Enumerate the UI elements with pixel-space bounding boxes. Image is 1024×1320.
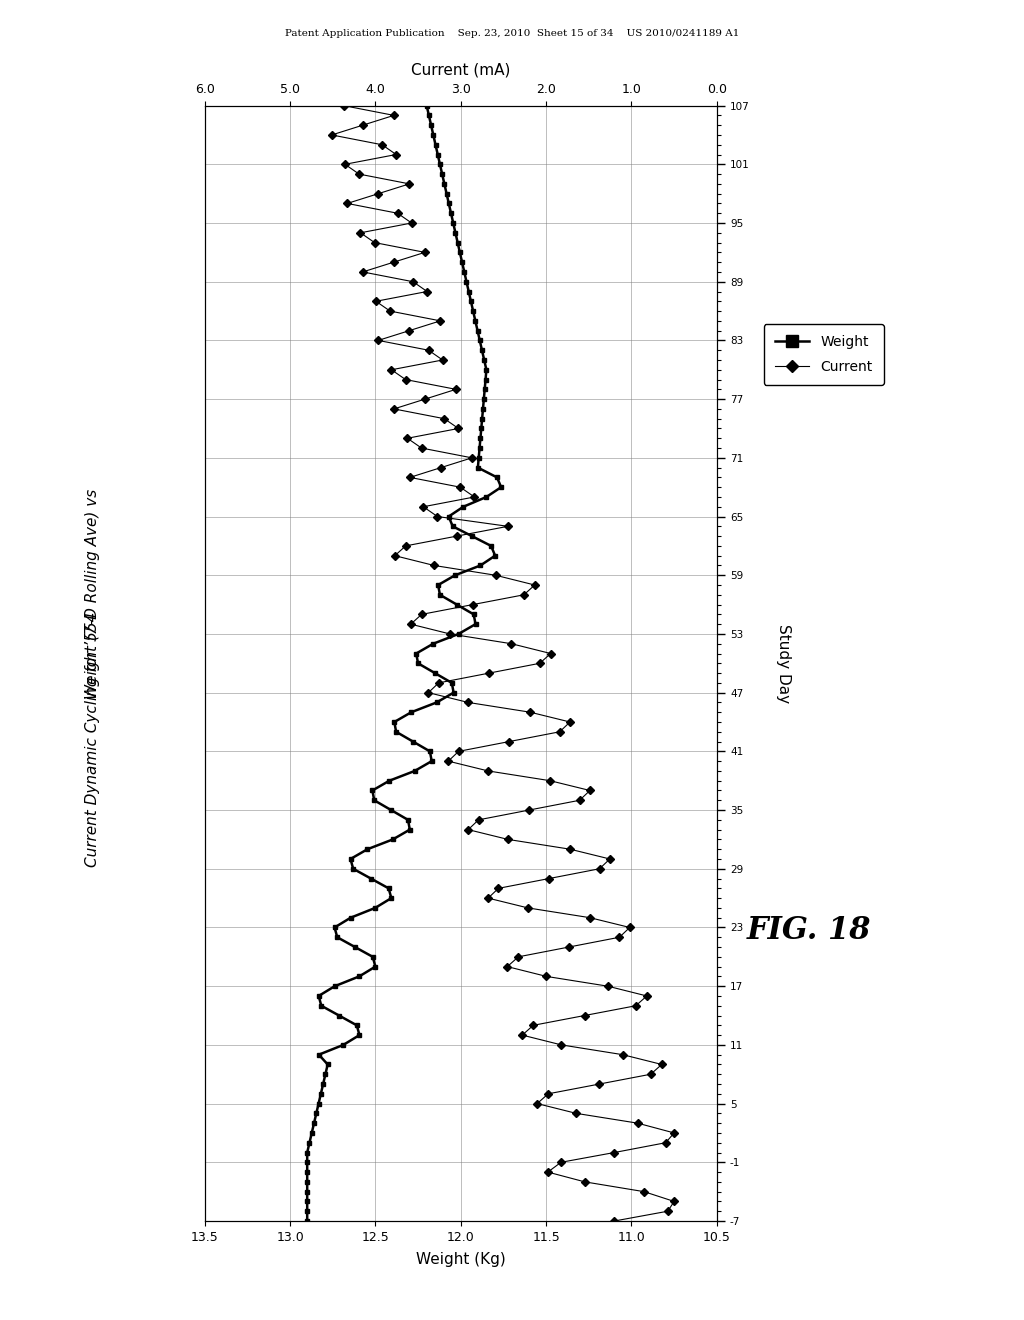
X-axis label: Current (mA): Current (mA) bbox=[411, 62, 511, 78]
Y-axis label: Study Day: Study Day bbox=[776, 624, 792, 702]
Text: Weight (7-D Rolling Ave) vs: Weight (7-D Rolling Ave) vs bbox=[85, 488, 99, 700]
X-axis label: Weight (Kg): Weight (Kg) bbox=[416, 1253, 506, 1267]
Text: FIG. 18: FIG. 18 bbox=[746, 915, 871, 946]
Legend: Weight, Current: Weight, Current bbox=[764, 323, 884, 385]
Text: Patent Application Publication    Sep. 23, 2010  Sheet 15 of 34    US 2010/02411: Patent Application Publication Sep. 23, … bbox=[285, 29, 739, 38]
Text: Current Dynamic Cycling for ’554: Current Dynamic Cycling for ’554 bbox=[85, 611, 99, 867]
